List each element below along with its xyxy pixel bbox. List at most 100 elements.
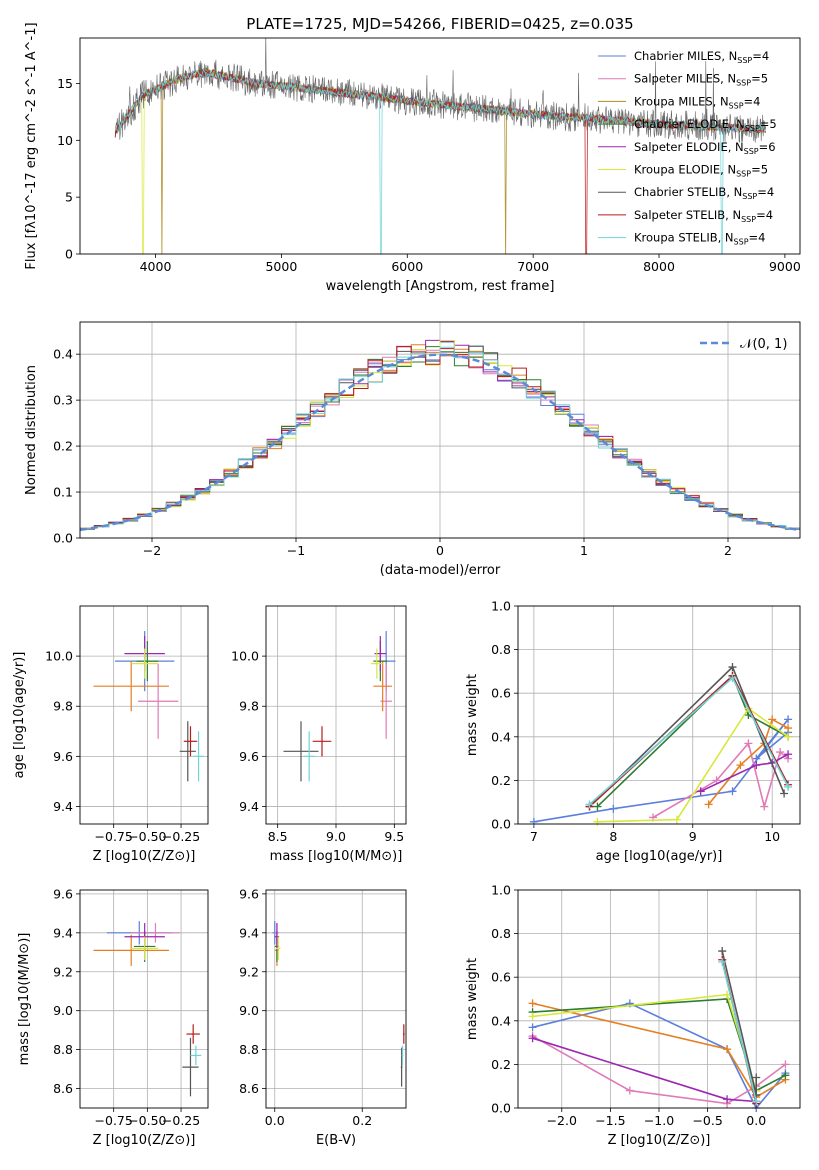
mass-weight-series	[597, 707, 789, 823]
y-tick-label: 8.6	[239, 1081, 259, 1096]
x-tick-label: 6000	[391, 259, 423, 274]
plus-marker	[528, 1034, 537, 1043]
histograms	[80, 339, 800, 532]
x-tick-label: −0.75	[95, 1113, 133, 1128]
histogram-step	[80, 346, 800, 530]
mass-weight-series	[700, 753, 789, 793]
x-tick-label: −0.50	[128, 829, 166, 844]
plus-marker	[723, 1095, 732, 1104]
axes-1: −2 −1 0 1 2 0.0 0.1 0.2 0.3 0.4 (data-model)/error…	[24, 321, 801, 578]
y-tick-label: 0.4	[491, 729, 511, 744]
plus-marker	[784, 724, 793, 733]
x-axis-label: (data-model)/error	[380, 563, 501, 578]
plus-marker	[528, 999, 537, 1008]
chart-title: PLATE=1725, MJD=54266, FIBERID=0425, z=0…	[246, 15, 633, 33]
x-tick-label: −0.5	[692, 1113, 722, 1128]
x-tick-label: −2	[143, 543, 161, 558]
y-tick-label: 8.8	[239, 1042, 259, 1057]
plus-marker	[528, 1012, 537, 1021]
x-tick-label: 5000	[265, 259, 297, 274]
y-tick-label: 10.0	[45, 649, 73, 664]
x-axis-label: wavelength [Angstrom, rest frame]	[326, 279, 555, 294]
y-tick-label: 0.4	[53, 347, 73, 362]
x-tick-label: 7	[530, 829, 538, 844]
y-tick-label: 9.0	[53, 1003, 73, 1018]
x-tick-label: 1	[580, 543, 588, 558]
plus-marker	[768, 715, 777, 724]
y-axis-label: mass weight	[465, 674, 480, 756]
y-tick-label: 0.1	[53, 485, 73, 500]
plus-marker	[672, 815, 681, 824]
errorbars	[272, 921, 405, 1087]
axes-frame	[517, 889, 801, 1109]
y-tick-label: 9.0	[239, 1003, 259, 1018]
y-tick-label: 9.6	[239, 886, 259, 901]
x-tick-label: −0.50	[128, 1113, 166, 1128]
y-axis-label: Normed distribution	[24, 365, 39, 495]
plus-marker	[718, 957, 727, 966]
plus-marker	[704, 800, 713, 809]
x-tick-label: 0.0	[746, 1113, 766, 1128]
plus-marker	[744, 739, 753, 748]
plus-marker	[728, 673, 737, 682]
histogram-step	[80, 346, 800, 529]
y-tick-label: 0.8	[491, 642, 511, 657]
x-tick-label: 8000	[643, 259, 675, 274]
x-tick-label: 4000	[140, 259, 172, 274]
x-axis-label: Z [log10(Z/Z⊙)]	[608, 1133, 711, 1148]
x-tick-label: 9	[689, 829, 697, 844]
axes-7: −2.0 −1.5 −1.0 −0.5 0.0 0.0 0.2 0.4 0.6 0.8 1.0 Z […	[465, 883, 801, 1148]
plus-marker	[784, 715, 793, 724]
plus-marker	[760, 802, 769, 811]
y-tick-label: 9.4	[53, 925, 73, 940]
y-tick-label: 9.6	[53, 749, 73, 764]
y-axis-label: age [log10(age/yr)]	[12, 652, 27, 779]
plus-marker	[781, 1060, 790, 1069]
y-tick-label: 9.6	[239, 749, 259, 764]
x-tick-label: 7000	[517, 259, 549, 274]
plus-marker	[728, 663, 737, 672]
plus-marker	[736, 761, 745, 770]
mass-weight-series	[721, 961, 757, 1102]
x-tick-label: 8	[609, 829, 617, 844]
y-tick-label: 9.6	[53, 886, 73, 901]
y-axis-label: Flux [fλ10^-17 erg cm^-2 s^-1 A^-1]	[24, 22, 39, 269]
y-tick-label: 0.8	[491, 926, 511, 941]
y-tick-label: 0.2	[53, 439, 73, 454]
axes-3: 8.5 9.0 9.5 9.4 9.6 9.8 10.0 mass [log10(M/M⊙)]	[231, 605, 407, 864]
y-tick-label: 5	[65, 190, 73, 205]
legend-label: Kroupa ELODIE, NSSP=5	[634, 163, 768, 179]
x-tick-label: −1	[287, 543, 305, 558]
y-tick-label: 10.0	[231, 649, 259, 664]
axes-6: 0.0 0.2 8.6 8.8 9.0 9.2 9.4 9.6 E(B-V)	[239, 886, 407, 1148]
y-tick-label: 9.2	[239, 964, 259, 979]
x-tick-label: 9000	[769, 259, 801, 274]
axes-4: 7 8 9 10 0.0 0.2 0.4 0.6 0.8 1.0 age [log10(age/yr…	[465, 599, 801, 864]
x-tick-label: 9.5	[384, 829, 404, 844]
mass-weight-lines	[529, 663, 793, 826]
plus-marker	[625, 1086, 634, 1095]
plus-marker	[718, 947, 727, 956]
axes-frame	[79, 605, 209, 825]
mass-weight-series	[588, 674, 789, 808]
errorbars	[283, 631, 396, 782]
x-axis-label: Z [log10(Z/Z⊙)]	[93, 849, 196, 864]
x-tick-label: 2	[724, 543, 732, 558]
plus-marker	[752, 1097, 761, 1106]
y-tick-label: 0.0	[491, 817, 511, 832]
plus-marker	[593, 802, 602, 811]
legend-label: Chabrier ELODIE, NSSP=5	[634, 117, 777, 133]
y-tick-label: 0.4	[491, 1013, 511, 1028]
legend-label: Kroupa MILES, NSSP=4	[634, 94, 760, 110]
legend: Chabrier MILES, NSSP=4 Salpeter MILES, NS…	[598, 49, 777, 247]
plus-marker	[609, 804, 618, 813]
plus-marker	[780, 789, 789, 798]
y-tick-label: 0.6	[491, 686, 511, 701]
legend-label: Kroupa STELIB, NSSP=4	[634, 231, 765, 247]
normal-curve	[80, 353, 800, 532]
y-tick-label: 9.4	[53, 799, 73, 814]
x-tick-label: −0.75	[95, 829, 133, 844]
axes-frame	[79, 889, 209, 1109]
axes-2: −0.75−0.50−0.25 9.4 9.6 9.8 10.0 Z [log10(Z/Z…	[12, 605, 209, 864]
